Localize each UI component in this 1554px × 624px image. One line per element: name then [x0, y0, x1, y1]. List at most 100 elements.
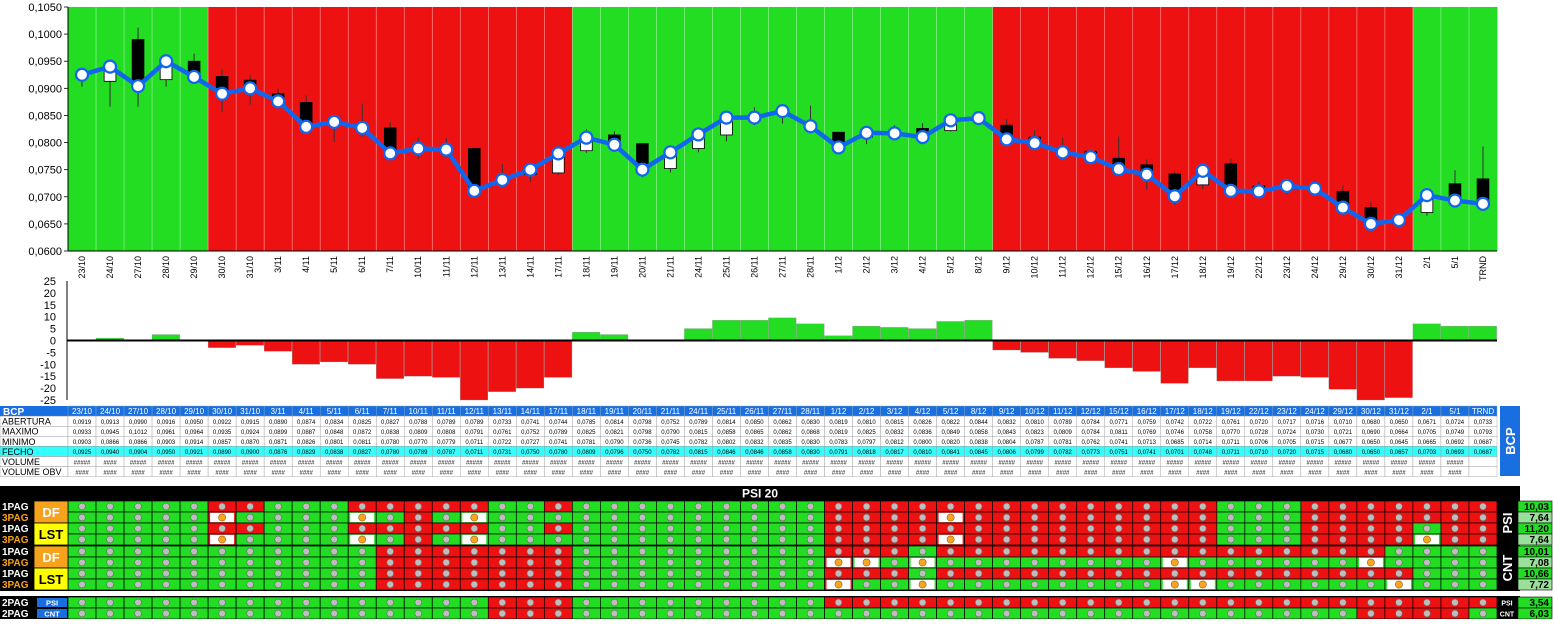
table-cell [1468, 456, 1498, 467]
signal-dot [1002, 569, 1011, 578]
table-value: #### [804, 470, 818, 476]
signal-dot [554, 513, 563, 522]
x-tick-label: 23/12 [1282, 256, 1292, 279]
table-value: 0,0771 [1110, 420, 1129, 426]
x-tick-label: 20/11 [637, 256, 647, 278]
table-value: ##### [494, 460, 511, 466]
table-value: #### [1308, 470, 1322, 476]
signal-dot [890, 569, 899, 578]
signal-dot [1283, 502, 1291, 511]
close-point [1111, 162, 1126, 177]
osc-tick-label: 25 [44, 276, 56, 288]
table-value: 0,0789 [549, 430, 568, 436]
signal-mark-dot [358, 535, 367, 544]
header-date: 27/11 [773, 407, 793, 416]
table-value: 0,0796 [605, 450, 624, 456]
signal-dot [554, 535, 563, 544]
close-point [467, 183, 482, 198]
table-value: #### [1252, 470, 1266, 476]
table-value: 0,0900 [241, 450, 260, 456]
signal-dot [890, 513, 899, 522]
table-value: 0,0722 [493, 440, 512, 446]
header-date: 4/12 [915, 407, 931, 416]
signal-value: 11,20 [1525, 524, 1550, 535]
header-date: 10/12 [1025, 407, 1046, 416]
signal-dot [1227, 580, 1235, 589]
table-value: 0,0685 [1166, 440, 1185, 446]
x-tick-label: 25/11 [722, 256, 732, 278]
signal-dot [638, 547, 647, 556]
signal-dot [1283, 558, 1291, 567]
signal-dot [582, 558, 591, 567]
signal-dot [554, 558, 563, 567]
table-value: 0,0806 [997, 450, 1016, 456]
signal-value: 10,66 [1524, 569, 1549, 580]
header-date: 26/11 [745, 407, 765, 416]
table-value: #### [328, 470, 342, 476]
table-value: 0,0850 [745, 420, 764, 426]
table-value: ##### [1110, 460, 1127, 466]
table-value: 0,0826 [913, 420, 932, 426]
table-value: 0,0720 [1278, 450, 1297, 456]
table-value: 0,0770 [409, 440, 428, 446]
signal-dot [666, 580, 675, 589]
table-value: 0,0749 [1446, 430, 1465, 436]
table-value: #### [1056, 470, 1070, 476]
table-value: 0,0866 [101, 440, 120, 446]
table-value: 0,0720 [1250, 420, 1269, 426]
signal-dot [190, 524, 198, 533]
signal-dot [1002, 609, 1011, 618]
signal-dot [1479, 569, 1487, 578]
osc-bar [320, 340, 348, 363]
signal-row-label-bg [0, 568, 34, 579]
signal-row-label: 3PAG [2, 580, 29, 591]
signal-dot [1115, 547, 1123, 556]
signal-dot [918, 609, 927, 618]
signal-dot [1199, 535, 1207, 544]
signal-dot [1339, 547, 1347, 556]
osc-bar [544, 340, 573, 378]
x-tick-label: 3/11 [273, 256, 283, 273]
close-point [1055, 145, 1070, 160]
table-value: 0,0711 [465, 440, 484, 446]
signal-dot [750, 598, 759, 607]
y-tick-label: 0,0850 [28, 110, 62, 122]
trend-band [1272, 7, 1302, 251]
signal-dot [1087, 524, 1095, 533]
trend-band [600, 7, 629, 251]
table-value: ##### [550, 460, 567, 466]
signal-dot [1058, 513, 1067, 522]
signal-dot [414, 598, 422, 607]
signal-dot [414, 547, 422, 556]
signal-mark-dot [834, 580, 843, 589]
trend-band [516, 7, 545, 251]
signal-dot [246, 513, 254, 522]
table-value: 0,0727 [521, 440, 540, 446]
table-value: 0,0758 [1194, 430, 1213, 436]
table-value: 0,0797 [857, 440, 876, 446]
signal-mark-dot [862, 558, 871, 567]
table-value: 0,0717 [1278, 420, 1297, 426]
signal-dot [358, 580, 366, 589]
signal-dot [274, 524, 282, 533]
header-date: 3/12 [887, 407, 903, 416]
signal-dot [190, 513, 198, 522]
signal-dot [722, 547, 731, 556]
close-point [158, 54, 174, 69]
osc-bar [1272, 340, 1301, 377]
table-value: 0,0751 [1110, 450, 1129, 456]
signal-dot [442, 502, 450, 511]
osc-bar [1132, 340, 1161, 372]
signal-dot [750, 535, 759, 544]
table-value: 0,0716 [1306, 420, 1325, 426]
signal-dot [526, 580, 535, 589]
signal-dot [694, 569, 703, 578]
signal-dot [1255, 535, 1263, 544]
signal-dot [274, 547, 282, 556]
signals-title: PSI 20 [742, 487, 778, 501]
signal-dot [722, 524, 731, 533]
table-value: 0,0812 [885, 440, 904, 446]
table-value: 0,0799 [1025, 450, 1044, 456]
table-value: ##### [130, 460, 147, 466]
